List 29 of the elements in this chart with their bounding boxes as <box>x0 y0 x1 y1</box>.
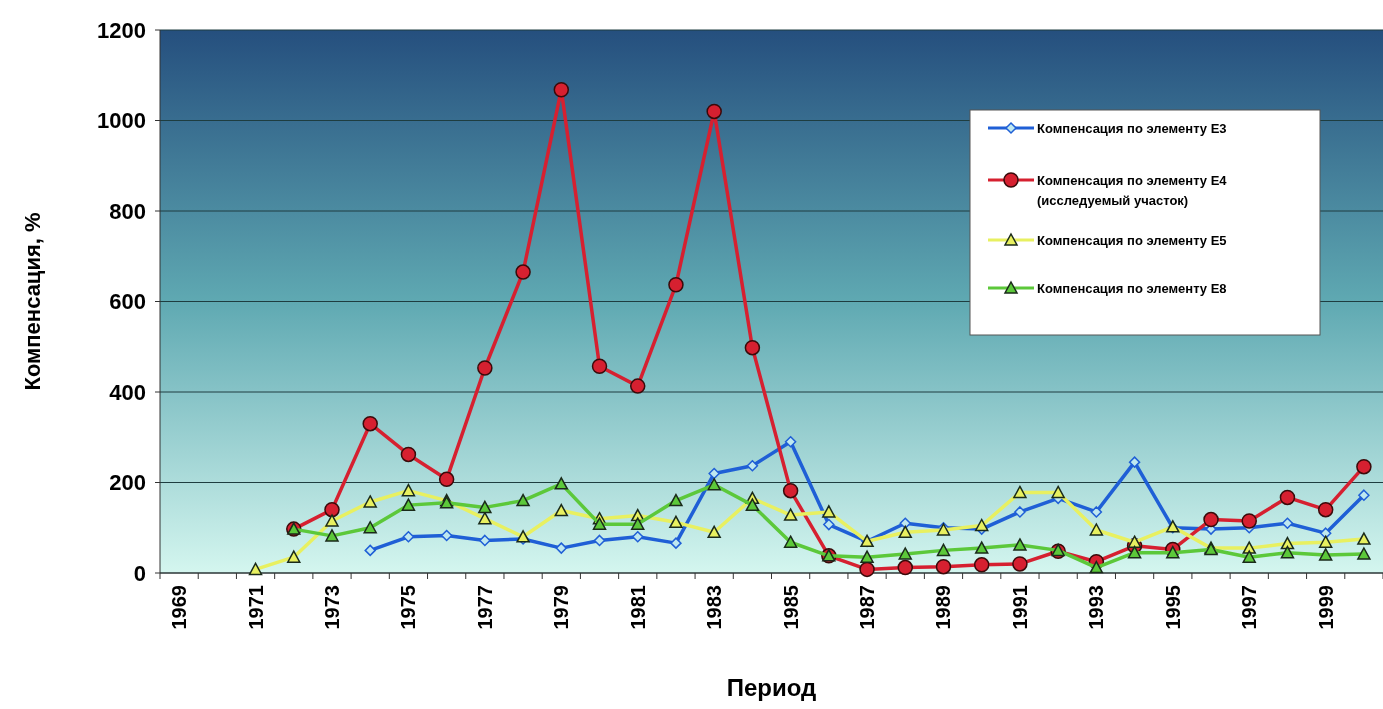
y-axis-title: Компенсация, % <box>20 212 45 391</box>
y-tick-label: 400 <box>109 379 146 405</box>
y-tick-label: 200 <box>109 470 146 496</box>
x-tick-label: 1995 <box>1161 585 1184 630</box>
x-tick-label: 1987 <box>856 585 879 630</box>
y-tick-label: 800 <box>109 198 146 224</box>
legend-label: Компенсация по элементу E5 <box>1037 232 1227 248</box>
x-tick-label: 1975 <box>397 585 420 630</box>
y-tick-label: 1000 <box>97 108 146 134</box>
legend-label: Компенсация по элементу E4 (исследуемый участок) <box>1037 172 1228 208</box>
x-axis-title: Период <box>726 674 817 701</box>
x-tick-label: 1981 <box>626 585 649 630</box>
x-tick-label: 1977 <box>473 585 496 630</box>
x-tick-label: 1997 <box>1238 585 1261 630</box>
y-tick-label: 1200 <box>97 17 146 43</box>
x-tick-label: 1991 <box>1008 585 1031 630</box>
x-tick-label: 1993 <box>1085 585 1108 630</box>
legend-label: Компенсация по элементу E8 <box>1037 280 1227 296</box>
x-tick-label: 1983 <box>703 585 726 630</box>
y-tick-label: 600 <box>109 289 146 315</box>
x-tick-label: 1999 <box>1314 585 1337 630</box>
y-tick-label: 0 <box>133 560 146 586</box>
x-tick-label: 1989 <box>932 585 955 630</box>
x-tick-label: 1979 <box>550 585 573 630</box>
x-tick-label: 1973 <box>320 585 343 630</box>
x-tick-label: 1969 <box>168 585 191 630</box>
legend-label: Компенсация по элементу E3 <box>1037 120 1227 136</box>
x-tick-label: 1985 <box>779 585 802 630</box>
x-tick-label: 1971 <box>244 585 267 630</box>
